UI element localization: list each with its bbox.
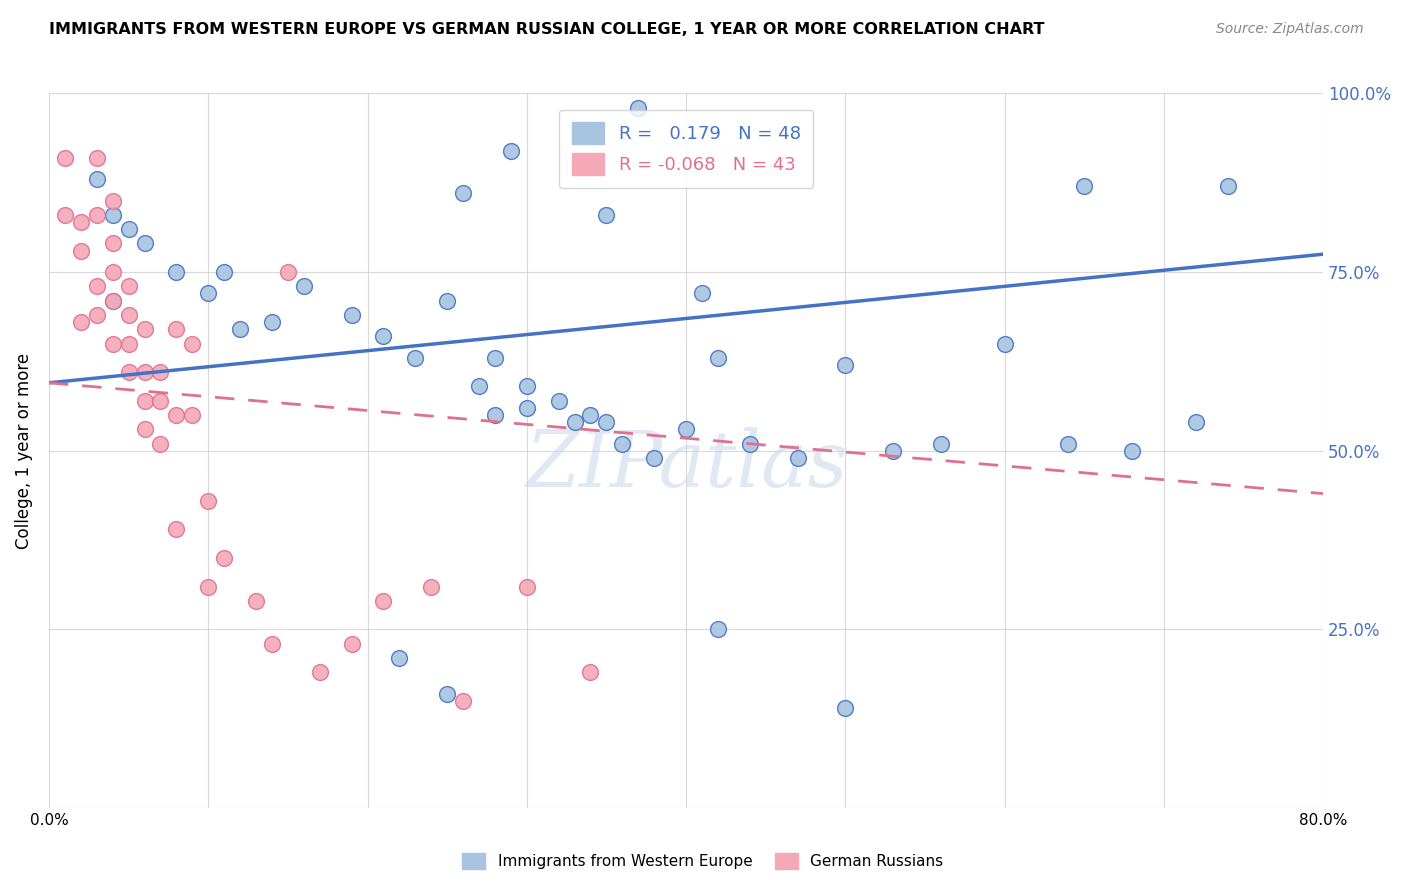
Text: IMMIGRANTS FROM WESTERN EUROPE VS GERMAN RUSSIAN COLLEGE, 1 YEAR OR MORE CORRELA: IMMIGRANTS FROM WESTERN EUROPE VS GERMAN… xyxy=(49,22,1045,37)
Point xyxy=(86,208,108,222)
Point xyxy=(197,286,219,301)
Point xyxy=(149,365,172,379)
Point xyxy=(373,594,395,608)
Point xyxy=(181,408,204,422)
Point xyxy=(212,550,235,565)
Legend: Immigrants from Western Europe, German Russians: Immigrants from Western Europe, German R… xyxy=(457,847,949,875)
Point xyxy=(690,286,713,301)
Point xyxy=(86,308,108,322)
Point xyxy=(69,244,91,258)
Point xyxy=(484,351,506,365)
Point xyxy=(595,208,617,222)
Point xyxy=(388,651,411,665)
Point xyxy=(834,701,856,715)
Point xyxy=(1216,179,1239,194)
Point xyxy=(165,408,187,422)
Text: ZIPatlas: ZIPatlas xyxy=(524,427,848,503)
Point xyxy=(1184,415,1206,429)
Y-axis label: College, 1 year or more: College, 1 year or more xyxy=(15,352,32,549)
Point xyxy=(373,329,395,343)
Point xyxy=(197,580,219,594)
Point xyxy=(340,637,363,651)
Point xyxy=(134,236,156,251)
Point xyxy=(627,101,650,115)
Point xyxy=(516,580,538,594)
Point xyxy=(547,393,569,408)
Point xyxy=(101,208,124,222)
Point xyxy=(134,365,156,379)
Point xyxy=(643,450,665,465)
Point xyxy=(929,436,952,450)
Point xyxy=(1057,436,1080,450)
Point xyxy=(165,265,187,279)
Point xyxy=(117,336,139,351)
Point xyxy=(564,415,586,429)
Text: Source: ZipAtlas.com: Source: ZipAtlas.com xyxy=(1216,22,1364,37)
Point xyxy=(165,522,187,536)
Point xyxy=(101,194,124,208)
Point xyxy=(738,436,761,450)
Point xyxy=(277,265,299,279)
Point xyxy=(579,665,602,680)
Point xyxy=(786,450,808,465)
Point xyxy=(675,422,697,436)
Legend: R =   0.179   N = 48, R = -0.068   N = 43: R = 0.179 N = 48, R = -0.068 N = 43 xyxy=(560,110,813,188)
Point xyxy=(101,293,124,308)
Point xyxy=(101,236,124,251)
Point xyxy=(117,279,139,293)
Point xyxy=(260,315,283,329)
Point xyxy=(484,408,506,422)
Point xyxy=(1073,179,1095,194)
Point xyxy=(101,265,124,279)
Point xyxy=(53,208,76,222)
Point xyxy=(149,393,172,408)
Point xyxy=(834,358,856,372)
Point xyxy=(612,436,634,450)
Point xyxy=(69,215,91,229)
Point xyxy=(69,315,91,329)
Point xyxy=(134,393,156,408)
Point xyxy=(292,279,315,293)
Point xyxy=(308,665,330,680)
Point xyxy=(404,351,426,365)
Point xyxy=(436,293,458,308)
Point xyxy=(468,379,491,393)
Point xyxy=(197,493,219,508)
Point xyxy=(165,322,187,336)
Point xyxy=(436,687,458,701)
Point xyxy=(53,151,76,165)
Point xyxy=(86,151,108,165)
Point xyxy=(579,408,602,422)
Point xyxy=(117,222,139,236)
Point xyxy=(882,443,904,458)
Point xyxy=(101,336,124,351)
Point xyxy=(451,186,474,201)
Point xyxy=(451,694,474,708)
Point xyxy=(149,436,172,450)
Point xyxy=(260,637,283,651)
Point xyxy=(516,379,538,393)
Point xyxy=(245,594,267,608)
Point xyxy=(117,365,139,379)
Point xyxy=(181,336,204,351)
Point xyxy=(134,322,156,336)
Point xyxy=(86,172,108,186)
Point xyxy=(707,623,730,637)
Point xyxy=(1121,443,1143,458)
Point xyxy=(707,351,730,365)
Point xyxy=(212,265,235,279)
Point xyxy=(229,322,252,336)
Point xyxy=(516,401,538,415)
Point xyxy=(101,293,124,308)
Point xyxy=(340,308,363,322)
Point xyxy=(117,308,139,322)
Point xyxy=(499,144,522,158)
Point xyxy=(994,336,1017,351)
Point xyxy=(420,580,443,594)
Point xyxy=(134,422,156,436)
Point xyxy=(595,415,617,429)
Point xyxy=(86,279,108,293)
